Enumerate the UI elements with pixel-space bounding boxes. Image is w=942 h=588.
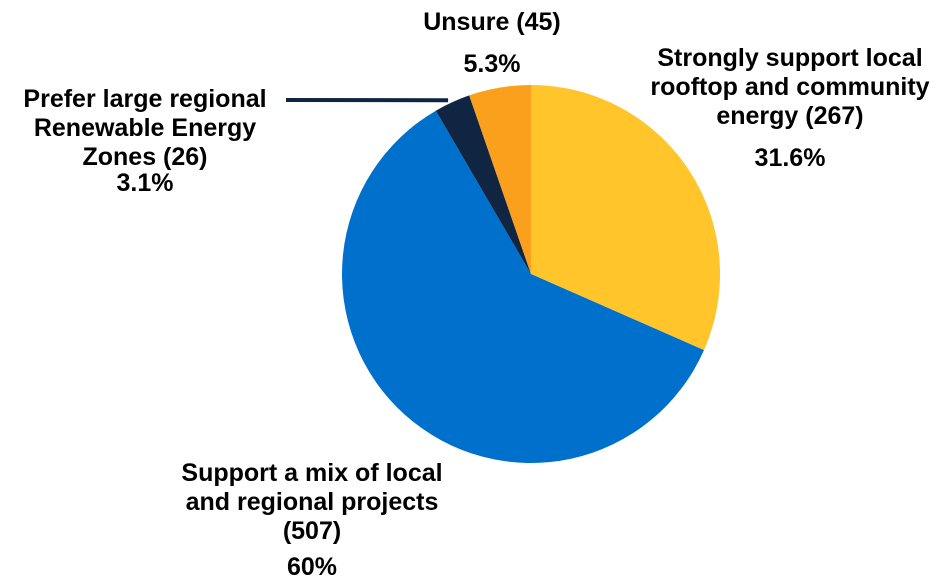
slice-label-line: Unsure (45) — [423, 8, 561, 36]
slice-label-line: Zones (26) — [82, 143, 207, 171]
slice-percent-label: 3.1% — [117, 169, 174, 197]
slice-label-line: Renewable Energy — [34, 114, 256, 142]
slice-label-line: and regional projects — [186, 488, 439, 516]
slice-percent-label: 5.3% — [464, 50, 521, 78]
slice-label-unsure: Unsure (45) 5.3% — [423, 8, 561, 78]
slice-label-line: rooftop and community — [650, 73, 929, 101]
slice-label-line: Support a mix of local — [181, 459, 442, 487]
slice-label-line: Strongly support local — [657, 44, 922, 72]
slice-percent-label: 31.6% — [755, 144, 826, 172]
slice-label-line: Prefer large regional — [23, 85, 266, 113]
pie-slices — [342, 85, 720, 463]
slice-label-line: (507) — [283, 517, 341, 545]
slice-percent-label: 60% — [287, 553, 337, 581]
slice-label-line: energy (267) — [716, 102, 863, 130]
